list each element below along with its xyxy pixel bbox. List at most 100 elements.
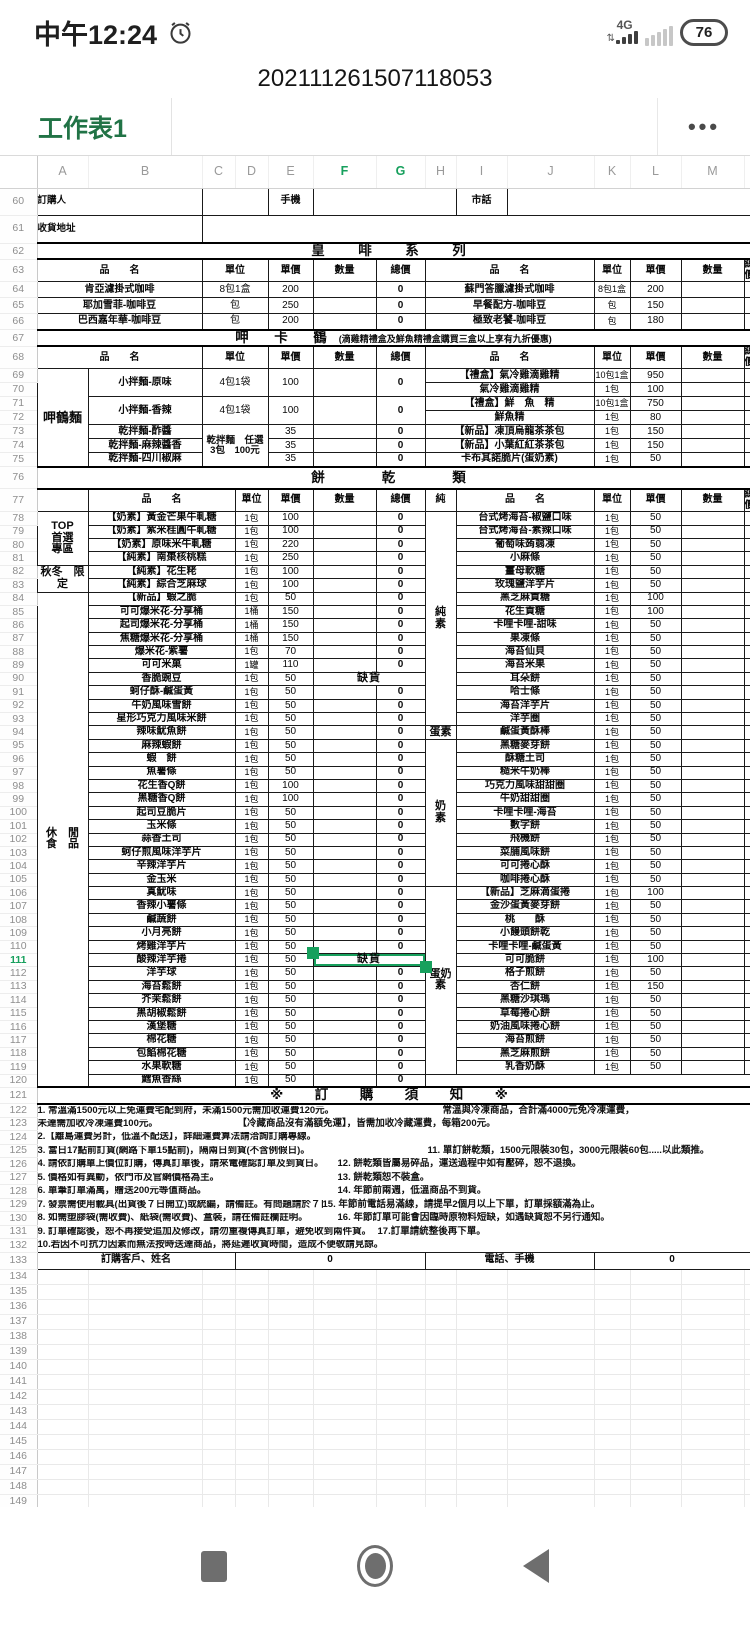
unit[interactable]: 1包 [234,792,269,807]
empty-cell[interactable] [88,1419,203,1435]
item-name[interactable]: 芥茉鬆餅 [87,993,236,1008]
row-number[interactable]: 121 [0,1087,38,1105]
unit[interactable]: 1包 [593,752,631,767]
empty-cell[interactable] [425,1269,457,1285]
empty-cell[interactable] [456,1344,508,1360]
empty-cell[interactable] [37,1404,89,1420]
price[interactable]: 50 [629,725,682,740]
empty-cell[interactable] [37,1494,89,1510]
price[interactable]: 50 [629,872,682,888]
price[interactable]: 180 [629,313,682,331]
unit[interactable]: 1包 [234,1019,269,1035]
price[interactable]: 100 [267,792,314,807]
row-number[interactable]: 123 [0,1117,38,1132]
empty-cell[interactable] [744,1284,750,1300]
row-number[interactable]: 78 [0,511,38,526]
row-number[interactable]: 132 [0,1238,38,1253]
price[interactable]: 50 [267,591,314,606]
item-name[interactable]: 杏仁餅 [455,979,595,995]
row-number[interactable]: 115 [0,1007,38,1022]
total[interactable]: 0 [375,524,426,539]
item-name[interactable]: 哈士條 [455,685,595,700]
back-icon[interactable] [523,1549,549,1583]
price[interactable]: 50 [267,1019,314,1035]
item-name[interactable]: 【新品】蝦之脆 [87,591,236,606]
total[interactable]: 0 [375,297,426,315]
empty-cell[interactable] [744,1359,750,1375]
empty-cell[interactable] [456,1299,508,1315]
qty[interactable] [680,953,745,968]
row-number[interactable]: 89 [0,658,38,673]
unit[interactable]: 1包 [593,778,631,794]
total[interactable]: 0 [375,396,426,426]
total[interactable]: 0 [375,698,426,714]
col-letter[interactable]: A [37,156,89,189]
row-number[interactable]: 86 [0,618,38,633]
qty[interactable] [680,281,745,299]
empty-cell[interactable] [594,1419,631,1435]
price[interactable]: 50 [267,832,314,847]
item-name[interactable]: 【奶素】原味米牛軋糖 [87,537,236,553]
col-letter[interactable]: C [202,156,236,189]
empty-cell[interactable] [507,1479,595,1495]
price[interactable]: 100 [267,578,314,593]
empty-cell[interactable] [88,1329,203,1345]
item-name[interactable]: 棉花糖 [87,1033,236,1048]
total[interactable]: 0 [375,1046,426,1062]
unit[interactable]: 1包 [234,926,269,941]
qty[interactable] [680,725,745,740]
qty[interactable] [312,645,377,660]
empty-cell[interactable] [37,1374,89,1390]
qty[interactable] [680,778,745,794]
empty-cell[interactable] [37,1284,89,1300]
total-cut[interactable] [743,410,750,426]
total[interactable]: 0 [375,832,426,847]
price[interactable]: 100 [267,368,314,398]
empty-cell[interactable] [376,1389,426,1405]
empty-cell[interactable] [681,1464,745,1480]
empty-cell[interactable] [268,1314,314,1330]
total-cut[interactable] [743,872,750,888]
row-number[interactable]: 65 [0,297,38,315]
qty[interactable] [680,313,745,331]
total-cut[interactable] [743,939,750,955]
empty-cell[interactable] [507,1329,595,1345]
empty-cell[interactable] [507,1449,595,1465]
empty-cell[interactable] [235,1419,269,1435]
mobile-input[interactable] [312,187,457,216]
row-number[interactable]: 103 [0,846,38,861]
item-name[interactable]: 早餐配方-咖啡豆 [424,297,595,315]
empty-cell[interactable] [37,1314,89,1330]
qty[interactable] [680,685,745,700]
row-number[interactable]: 66 [0,313,38,331]
row-number[interactable]: 138 [0,1329,38,1345]
unit[interactable]: 1包 [593,578,631,593]
qty[interactable] [312,859,377,874]
unit[interactable]: 1包 [593,537,631,553]
empty-cell[interactable] [313,1344,377,1360]
price[interactable]: 50 [629,564,682,580]
item-name[interactable]: 氣冷雞滴雞精 [424,382,595,398]
item-name[interactable]: 酥糖土司 [455,752,595,767]
empty-cell[interactable] [507,1464,595,1480]
empty-cell[interactable] [744,1434,750,1450]
empty-cell[interactable] [456,1434,508,1450]
empty-cell[interactable] [594,1449,631,1465]
item-name[interactable]: 海苔仙貝 [455,645,595,660]
unit[interactable]: 1包 [593,899,631,914]
item-name[interactable]: 【純素】南棗核桃糕 [87,551,236,566]
row-number[interactable]: 83 [0,578,38,593]
empty-cell[interactable] [376,1434,426,1450]
empty-cell[interactable] [630,1269,682,1285]
empty-cell[interactable] [594,1464,631,1480]
price[interactable]: 50 [267,979,314,995]
total[interactable]: 0 [375,712,426,727]
qty[interactable] [680,524,745,539]
item-name[interactable]: 海苔煎餅 [455,1033,595,1048]
total-cut[interactable] [743,1046,750,1062]
unit[interactable]: 8包1盒 [201,281,269,299]
qty[interactable] [312,1006,377,1022]
qty[interactable] [680,438,745,454]
total-cut[interactable] [743,424,750,440]
qty[interactable] [312,618,377,633]
